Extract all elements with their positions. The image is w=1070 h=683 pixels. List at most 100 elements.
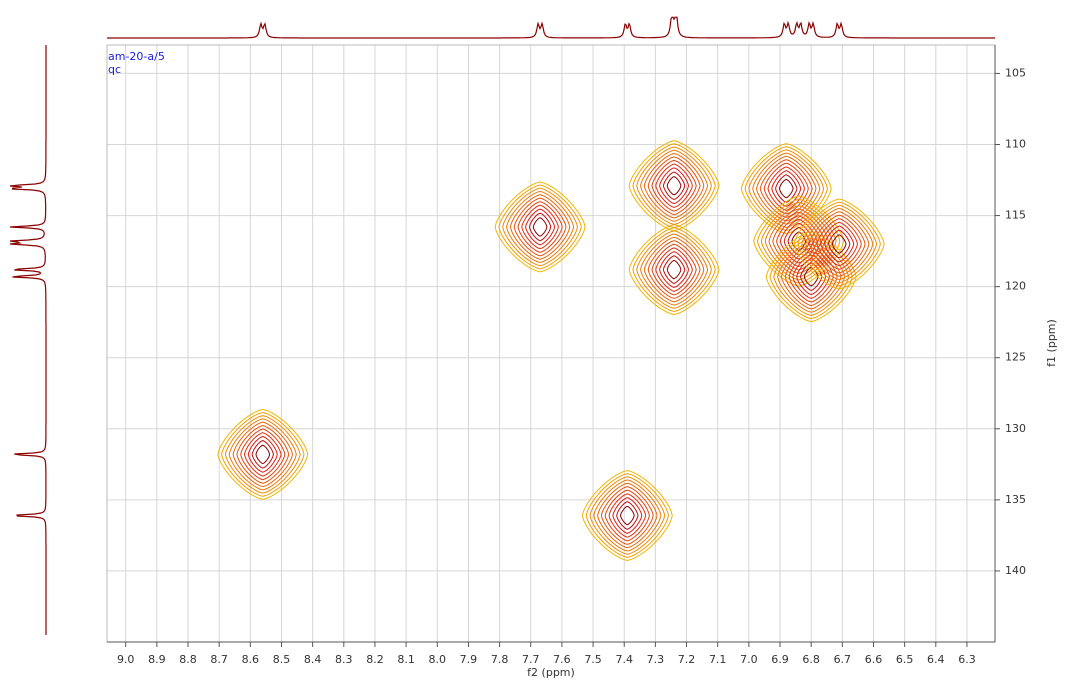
contour xyxy=(600,486,654,545)
contour xyxy=(502,187,579,267)
x-tick-label: 8.7 xyxy=(210,653,228,666)
x-tick-label: 8.3 xyxy=(335,653,353,666)
contour xyxy=(765,231,857,323)
contour xyxy=(666,176,682,196)
contour xyxy=(616,501,639,530)
y-tick-label: 110 xyxy=(1005,138,1026,151)
contour xyxy=(824,225,855,263)
contour xyxy=(221,411,305,497)
contour xyxy=(532,217,548,237)
y-axis-title: f1 (ppm) xyxy=(1045,319,1058,367)
x-tick-label: 7.0 xyxy=(740,653,758,666)
contour xyxy=(792,254,830,299)
x-tick-label: 7.7 xyxy=(522,653,540,666)
contour xyxy=(796,258,827,296)
y-tick-label: 120 xyxy=(1005,280,1026,293)
contour xyxy=(778,178,794,199)
contour xyxy=(788,250,834,303)
contour xyxy=(517,201,563,253)
contour xyxy=(828,229,851,259)
contour xyxy=(232,421,294,488)
contour xyxy=(771,170,802,207)
contour xyxy=(632,227,716,313)
x-tick-label: 6.4 xyxy=(927,653,945,666)
contour xyxy=(662,171,686,201)
contour xyxy=(236,424,290,484)
contour xyxy=(251,440,274,469)
x-tick-label: 6.9 xyxy=(771,653,789,666)
contour xyxy=(812,214,866,274)
contour xyxy=(525,208,556,246)
contour xyxy=(655,247,693,292)
contour xyxy=(628,140,720,232)
contour xyxy=(651,159,697,212)
contour xyxy=(655,163,693,208)
x-tick-label: 7.8 xyxy=(491,653,509,666)
contour xyxy=(597,482,658,549)
x-tick-label: 8.6 xyxy=(242,653,260,666)
contour xyxy=(748,149,825,228)
contour xyxy=(619,505,635,526)
contour xyxy=(255,444,271,465)
plot-frame xyxy=(106,44,996,643)
contour xyxy=(799,262,823,291)
x-tick-label: 8.1 xyxy=(397,653,415,666)
contour xyxy=(793,198,885,290)
contour xyxy=(608,493,647,538)
contour xyxy=(753,195,845,287)
contour xyxy=(752,152,821,225)
contour xyxy=(659,167,690,205)
x-tick-label: 8.8 xyxy=(179,653,197,666)
contour xyxy=(666,259,682,280)
contour xyxy=(589,476,666,555)
contour xyxy=(217,408,309,500)
contour xyxy=(651,243,697,296)
grid-layer xyxy=(107,45,995,642)
contour xyxy=(759,159,813,218)
x-tick-label: 6.6 xyxy=(865,653,883,666)
experiment-label: qc xyxy=(108,63,121,76)
x-tick-label: 7.2 xyxy=(678,653,696,666)
contour xyxy=(647,156,701,216)
x-tick-label: 8.2 xyxy=(366,653,384,666)
y-tick-label: 105 xyxy=(1005,66,1026,79)
x-tick-label: 8.0 xyxy=(429,653,447,666)
contour xyxy=(593,479,662,552)
contour xyxy=(224,415,301,494)
x-tick-label: 7.5 xyxy=(584,653,602,666)
contour xyxy=(636,230,712,309)
contour xyxy=(805,207,874,281)
contour xyxy=(797,201,881,287)
y-tick-label: 115 xyxy=(1005,209,1026,222)
x-tick-label: 6.3 xyxy=(958,653,976,666)
x-tick-label: 7.6 xyxy=(553,653,571,666)
contour xyxy=(744,146,828,232)
contour xyxy=(647,240,701,299)
x-tick-label: 6.7 xyxy=(834,653,852,666)
contour xyxy=(528,212,552,242)
contour xyxy=(585,473,670,558)
contour xyxy=(240,428,286,481)
contour xyxy=(643,152,705,219)
x-tick-label: 7.9 xyxy=(460,653,478,666)
contour xyxy=(636,146,712,226)
contour xyxy=(801,204,878,284)
contour xyxy=(612,497,643,534)
contour xyxy=(659,251,690,288)
f2-projection xyxy=(107,16,995,39)
contour xyxy=(820,221,859,267)
contour xyxy=(816,218,862,270)
contour xyxy=(243,432,282,477)
x-axis-title: f2 (ppm) xyxy=(527,666,575,679)
dataset-label: am-20-a/5 xyxy=(108,50,165,63)
x-tick-label: 8.9 xyxy=(148,653,166,666)
contour xyxy=(228,418,297,491)
contour xyxy=(808,211,870,277)
contour xyxy=(581,469,673,562)
contour xyxy=(513,197,567,257)
contour xyxy=(831,234,847,254)
contour xyxy=(639,233,709,306)
x-tick-label: 6.5 xyxy=(896,653,914,666)
